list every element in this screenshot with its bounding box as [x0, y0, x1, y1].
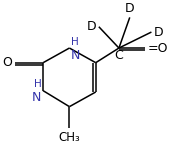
Text: N: N [32, 91, 42, 104]
Text: C: C [115, 49, 123, 62]
Text: N: N [71, 49, 80, 62]
Text: CH₃: CH₃ [58, 131, 80, 144]
Text: D: D [87, 20, 97, 33]
Text: O: O [2, 56, 12, 69]
Text: H: H [71, 37, 79, 47]
Text: H: H [34, 79, 42, 89]
Text: D: D [125, 2, 135, 15]
Text: =O: =O [148, 42, 168, 55]
Text: D: D [154, 26, 163, 39]
